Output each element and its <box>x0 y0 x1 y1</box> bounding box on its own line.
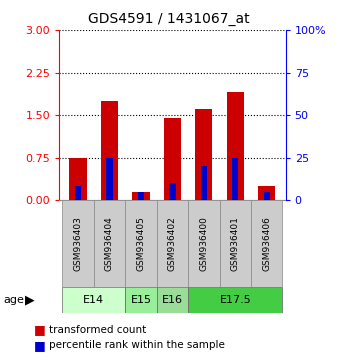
Text: GDS4591 / 1431067_at: GDS4591 / 1431067_at <box>88 12 250 27</box>
Text: ▶: ▶ <box>25 293 35 307</box>
FancyBboxPatch shape <box>125 287 156 313</box>
FancyBboxPatch shape <box>94 200 125 287</box>
Text: GSM936405: GSM936405 <box>137 216 145 271</box>
FancyBboxPatch shape <box>62 200 94 287</box>
Bar <box>101 101 118 200</box>
Text: E15: E15 <box>130 295 151 305</box>
Bar <box>264 192 270 200</box>
Text: E16: E16 <box>162 295 183 305</box>
Text: E14: E14 <box>83 295 104 305</box>
Bar <box>164 118 181 200</box>
Bar <box>195 109 213 200</box>
Text: age: age <box>3 295 24 305</box>
Bar <box>169 183 175 200</box>
Bar <box>132 192 150 200</box>
Bar <box>232 158 238 200</box>
FancyBboxPatch shape <box>125 200 156 287</box>
FancyBboxPatch shape <box>220 200 251 287</box>
Text: GSM936406: GSM936406 <box>262 216 271 271</box>
FancyBboxPatch shape <box>188 200 220 287</box>
FancyBboxPatch shape <box>156 200 188 287</box>
Bar <box>75 187 81 200</box>
FancyBboxPatch shape <box>156 287 188 313</box>
FancyBboxPatch shape <box>62 287 125 313</box>
Text: GSM936401: GSM936401 <box>231 216 240 271</box>
Bar <box>258 186 275 200</box>
Text: transformed count: transformed count <box>49 325 146 335</box>
Text: GSM936404: GSM936404 <box>105 216 114 271</box>
FancyBboxPatch shape <box>251 200 283 287</box>
Bar <box>106 158 113 200</box>
Text: GSM936402: GSM936402 <box>168 216 177 271</box>
FancyBboxPatch shape <box>188 287 283 313</box>
Bar <box>69 158 87 200</box>
Text: percentile rank within the sample: percentile rank within the sample <box>49 340 225 350</box>
Text: GSM936403: GSM936403 <box>74 216 82 271</box>
Text: E17.5: E17.5 <box>219 295 251 305</box>
Text: GSM936400: GSM936400 <box>199 216 208 271</box>
Bar <box>201 166 207 200</box>
Bar <box>227 92 244 200</box>
Bar <box>138 192 144 200</box>
Text: ■: ■ <box>34 324 46 336</box>
Text: ■: ■ <box>34 339 46 352</box>
